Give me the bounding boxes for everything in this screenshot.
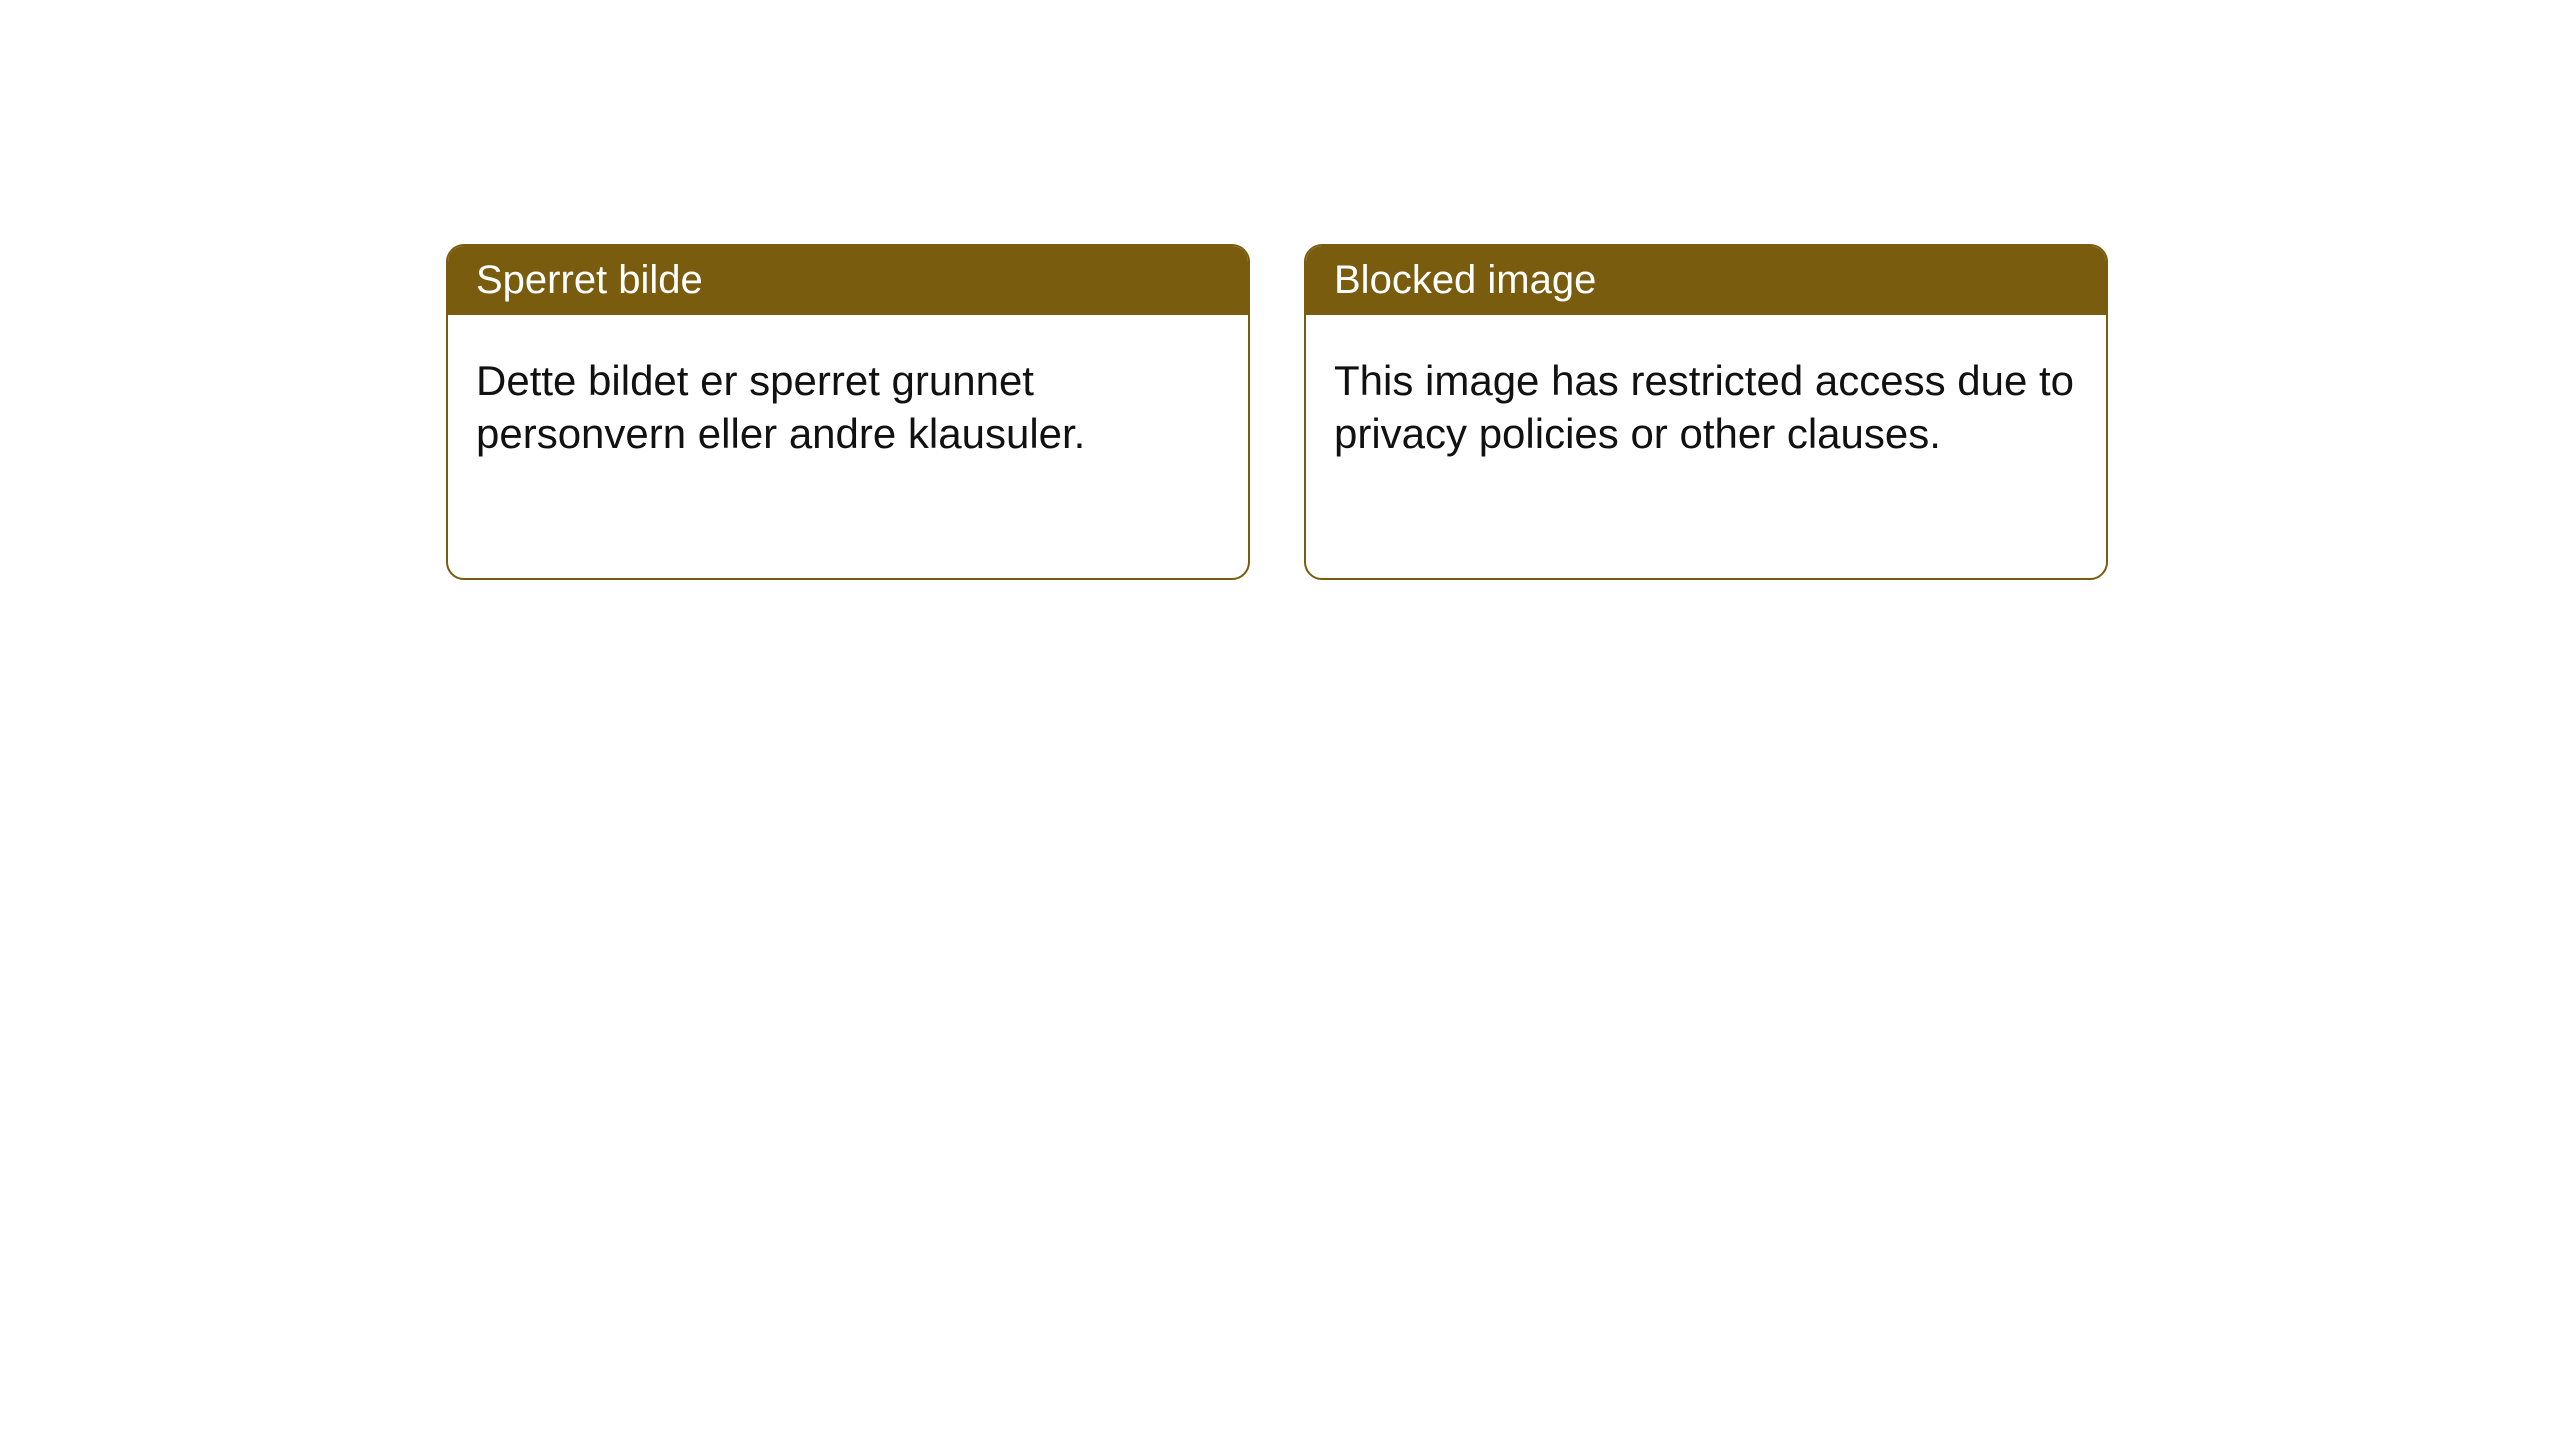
blocked-image-notice-norwegian: Sperret bilde Dette bildet er sperret gr… [446, 244, 1250, 580]
blocked-image-notice-english: Blocked image This image has restricted … [1304, 244, 2108, 580]
card-title: Blocked image [1334, 258, 1596, 302]
card-title: Sperret bilde [476, 258, 703, 302]
card-body-text: This image has restricted access due to … [1334, 357, 2074, 457]
card-header: Blocked image [1306, 246, 2106, 315]
notice-container: Sperret bilde Dette bildet er sperret gr… [0, 0, 2560, 580]
card-body: This image has restricted access due to … [1306, 315, 2106, 500]
card-body: Dette bildet er sperret grunnet personve… [448, 315, 1248, 500]
card-header: Sperret bilde [448, 246, 1248, 315]
card-body-text: Dette bildet er sperret grunnet personve… [476, 357, 1085, 457]
